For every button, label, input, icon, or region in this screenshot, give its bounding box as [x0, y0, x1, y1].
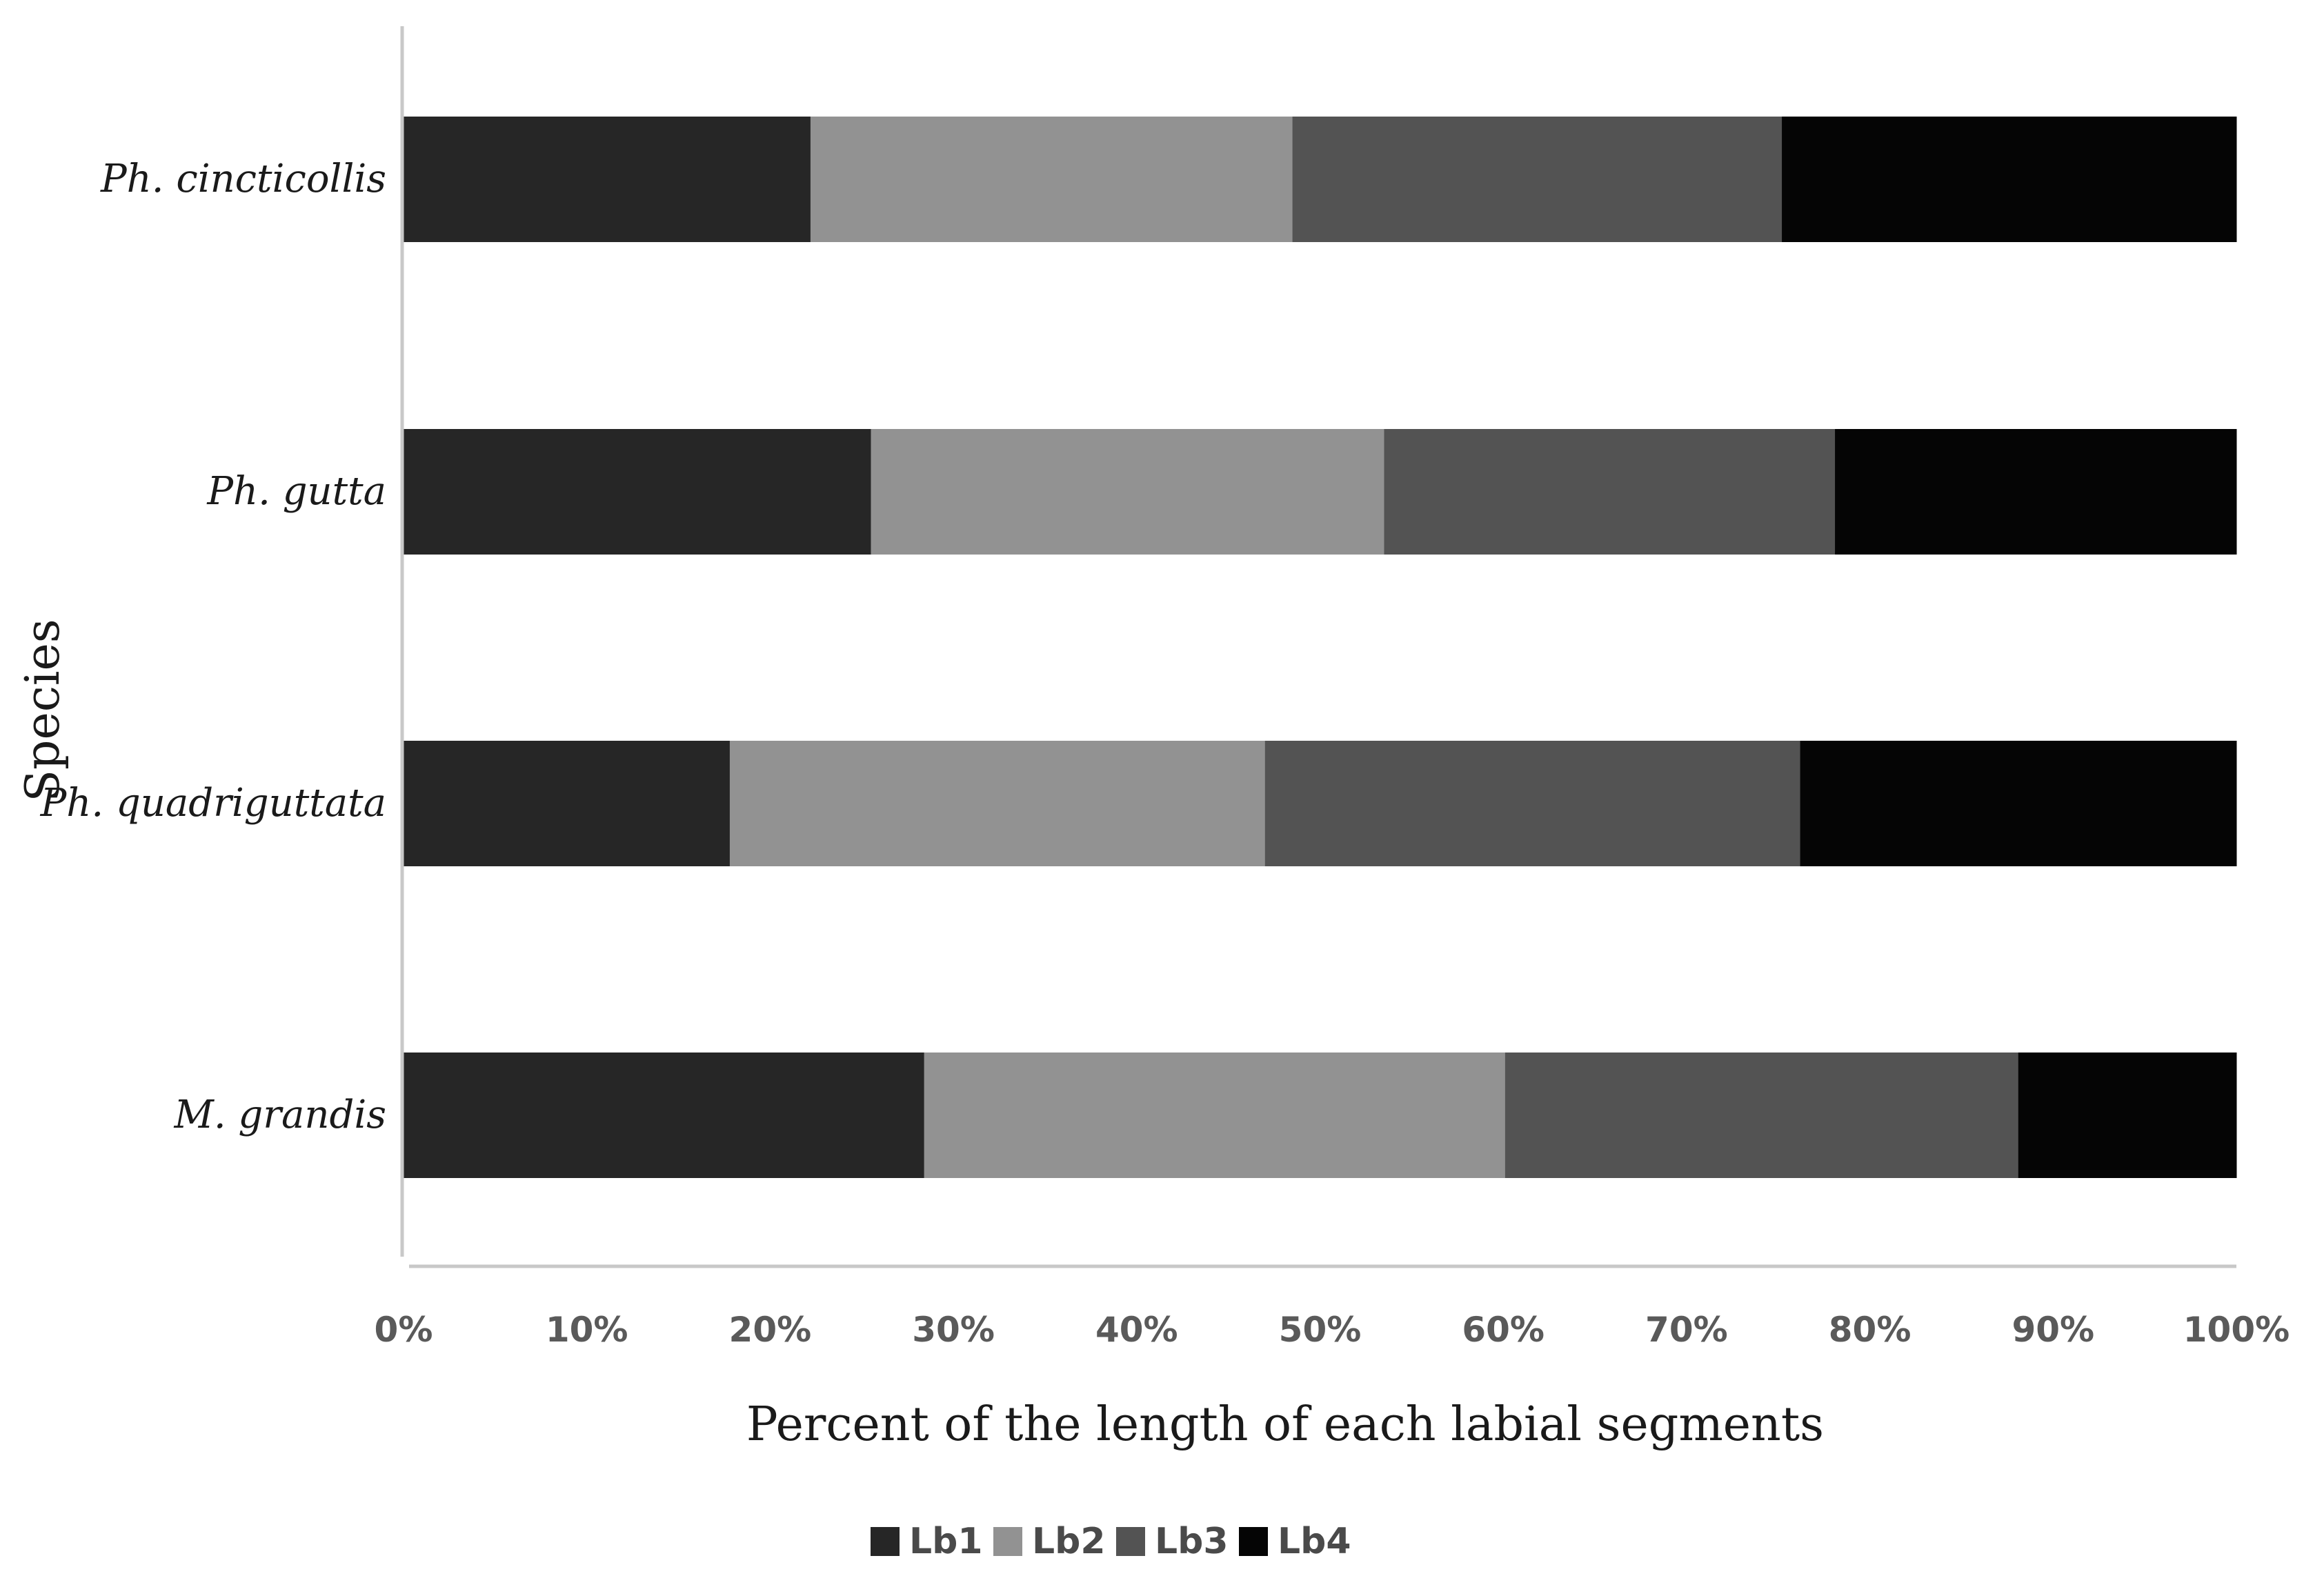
bar-segment-lb1-ph-quadriguttata — [404, 741, 731, 866]
bar-segment-lb2-m-grandis — [924, 1053, 1506, 1178]
x-tick-label-0: 0% — [375, 1310, 433, 1350]
bar-segment-lb1-ph-cincticollis — [404, 117, 811, 242]
x-tick-label-90: 90% — [2012, 1310, 2094, 1350]
bar-segment-lb3-ph-quadriguttata — [1264, 741, 1801, 866]
legend-label-lb3: Lb3 — [1155, 1521, 1229, 1562]
bar-segment-lb3-m-grandis — [1504, 1053, 2019, 1178]
bar-segment-lb3-ph-cincticollis — [1292, 117, 1782, 242]
x-tick-label-60: 60% — [1462, 1310, 1545, 1350]
species-label-m-grandis: M. grandis — [173, 1093, 386, 1137]
x-tick-labels: 0% 10% 20% 30% 40% 50% 60% 70% 80% 90% 100% — [375, 1310, 2290, 1350]
x-tick-label-10: 10% — [546, 1310, 628, 1350]
x-tick-label-70: 70% — [1645, 1310, 1728, 1350]
x-tick-label-30: 30% — [912, 1310, 995, 1350]
legend-swatch-lb4 — [1239, 1527, 1268, 1556]
bar-segment-lb4-ph-cincticollis — [1782, 117, 2237, 242]
bar-segment-lb4-ph-gutta — [1835, 429, 2237, 555]
x-tick-label-100: 100% — [2183, 1310, 2290, 1350]
legend: Lb1 Lb2 Lb3 Lb4 — [871, 1521, 1351, 1562]
bar-segment-lb2-ph-cincticollis — [810, 117, 1293, 242]
legend-label-lb2: Lb2 — [1032, 1521, 1106, 1562]
species-labels: Ph. cincticollis Ph. gutta Ph. quadrigutta… — [40, 157, 386, 1137]
species-label-ph-gutta: Ph. gutta — [206, 469, 386, 514]
x-tick-label-50: 50% — [1279, 1310, 1362, 1350]
x-axis-title: Percent of the length of each labial seg… — [746, 1397, 1824, 1452]
bar-segment-lb1-m-grandis — [404, 1053, 925, 1178]
species-label-ph-cincticollis: Ph. cincticollis — [100, 157, 386, 201]
bar-segment-lb1-ph-gutta — [404, 429, 871, 555]
bar-segment-lb2-ph-quadriguttata — [729, 741, 1266, 866]
legend-label-lb4: Lb4 — [1278, 1521, 1351, 1562]
bar-segment-lb4-m-grandis — [2018, 1053, 2237, 1178]
y-axis-title: Species — [16, 619, 70, 801]
x-tick-label-40: 40% — [1095, 1310, 1178, 1350]
x-tick-label-20: 20% — [729, 1310, 812, 1350]
legend-swatch-lb1 — [871, 1527, 900, 1556]
bar-segment-lb3-ph-gutta — [1384, 429, 1836, 555]
legend-swatch-lb3 — [1116, 1527, 1145, 1556]
legend-label-lb1: Lb1 — [909, 1521, 983, 1562]
species-label-ph-quadriguttata: Ph. quadriguttata — [40, 781, 386, 826]
bar-segment-lb2-ph-gutta — [871, 429, 1384, 555]
bars-layer — [404, 117, 2237, 1178]
x-tick-label-80: 80% — [1829, 1310, 1911, 1350]
legend-swatch-lb2 — [993, 1527, 1022, 1556]
bar-segment-lb4-ph-quadriguttata — [1800, 741, 2237, 866]
